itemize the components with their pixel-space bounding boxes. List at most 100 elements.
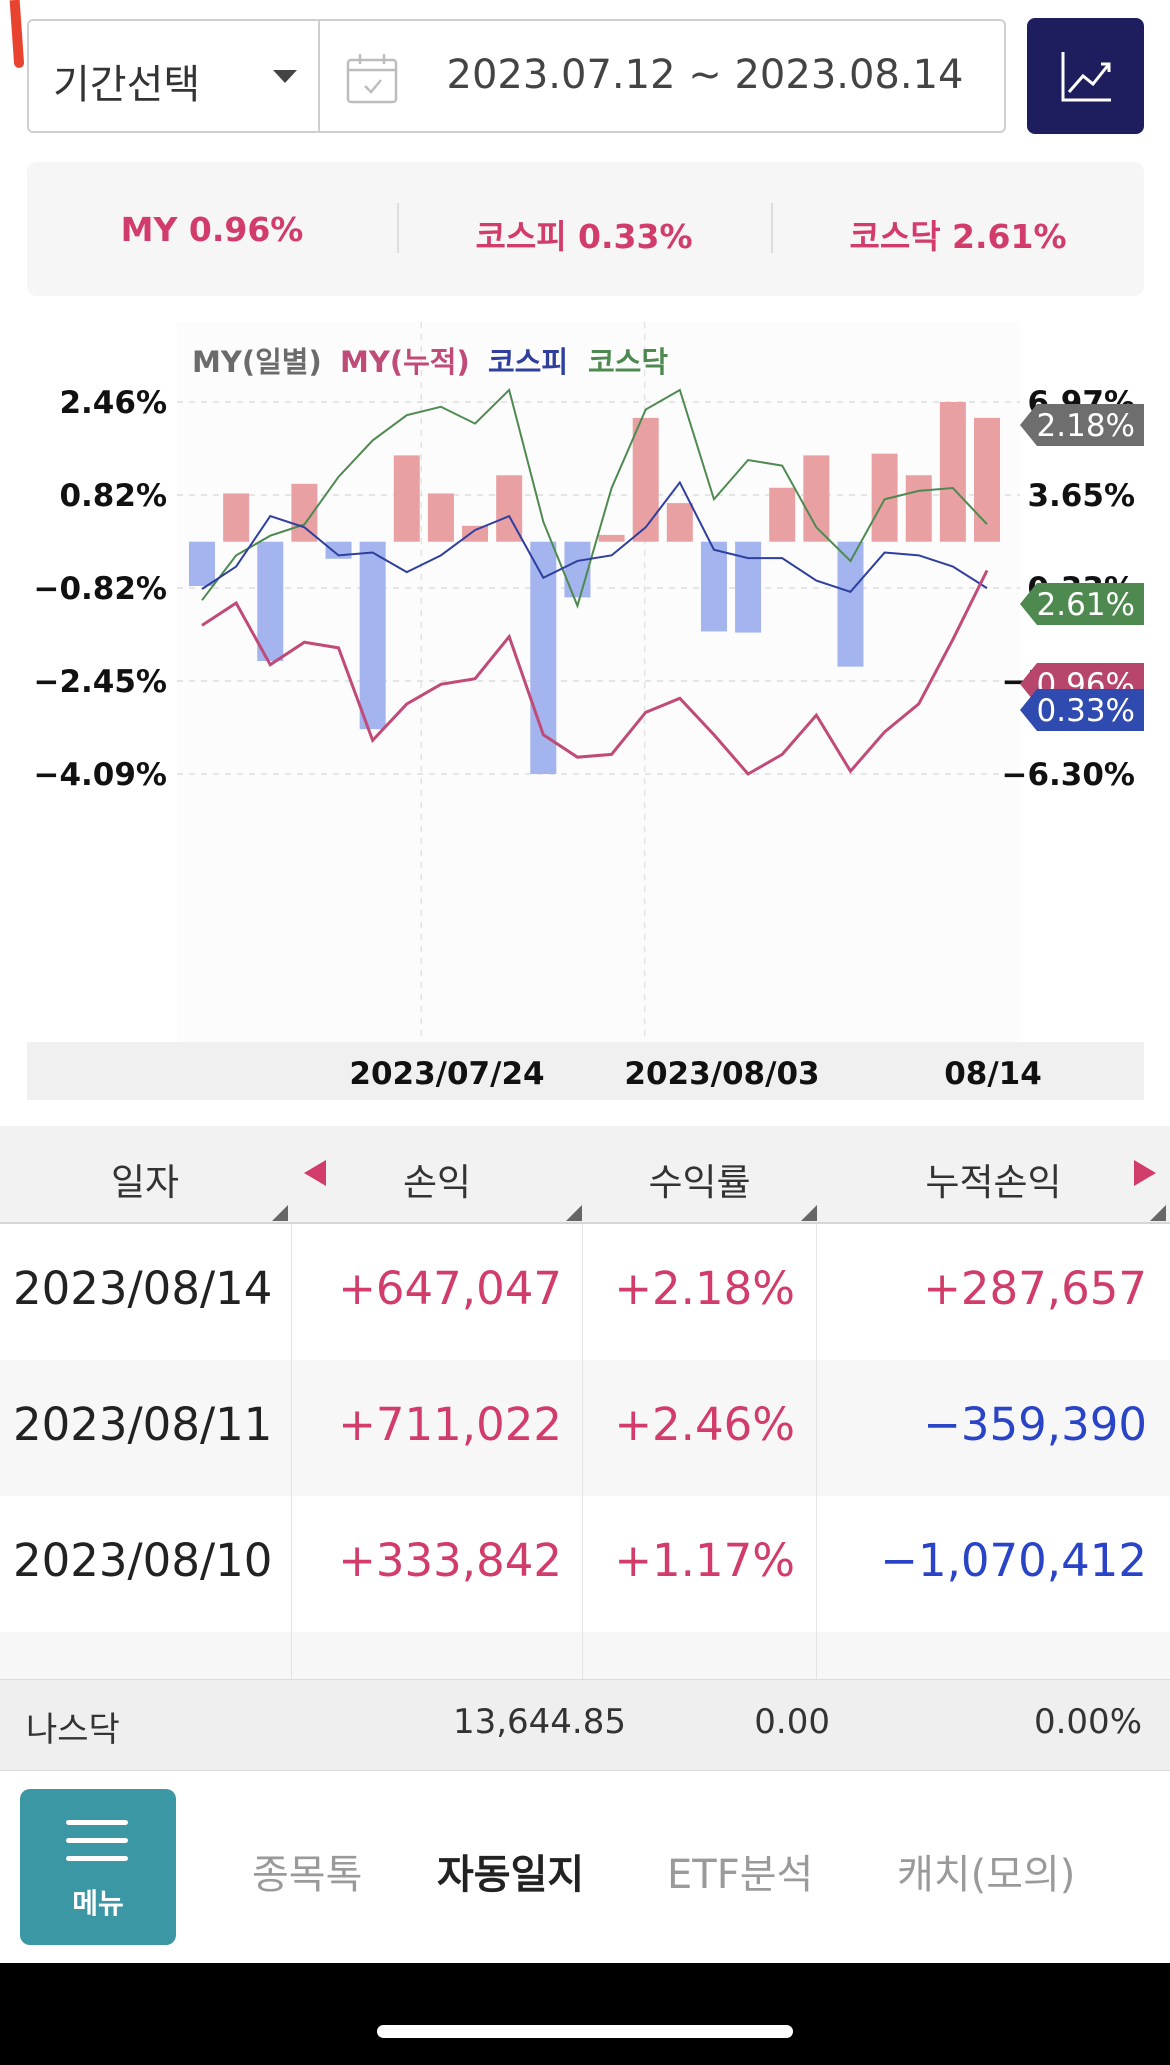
row-cumulative: −359,390 bbox=[923, 1398, 1147, 1451]
bar-positive bbox=[905, 475, 932, 542]
y-axis-right-tick: −6.30% bbox=[1001, 757, 1135, 793]
system-home-bar bbox=[0, 1963, 1170, 2065]
row-pnl: +333,842 bbox=[338, 1534, 562, 1587]
y-axis-left-tick: −2.45% bbox=[33, 664, 167, 700]
table-header bbox=[0, 1126, 1170, 1224]
chevron-down-icon bbox=[273, 70, 297, 83]
chevron-right-icon[interactable] bbox=[1132, 1160, 1158, 1186]
column-header-rate[interactable]: 수익률 bbox=[648, 1161, 751, 1204]
divider bbox=[291, 1224, 292, 1679]
period-select-dropdown[interactable] bbox=[27, 19, 320, 133]
calendar-icon[interactable] bbox=[346, 52, 398, 104]
period-select-label: 기간선택 bbox=[53, 62, 201, 108]
period-filter-box bbox=[27, 19, 1006, 133]
hamburger-icon bbox=[66, 1856, 128, 1861]
ticker-change: 0.00 bbox=[754, 1702, 830, 1742]
y-axis-left-tick: −0.82% bbox=[33, 571, 167, 607]
row-pnl: +711,022 bbox=[338, 1398, 562, 1451]
bar-negative bbox=[700, 541, 727, 632]
return-chart[interactable]: MY(일별) MY(누적) 코스피 코스닥 2.46% 0.82% −0.82% −2.45… bbox=[27, 322, 1144, 1100]
edge-marker bbox=[9, 0, 25, 69]
row-rate: +1.17% bbox=[614, 1534, 795, 1587]
x-axis-tick: 08/14 bbox=[944, 1056, 1042, 1092]
y-axis-left-tick: 0.82% bbox=[59, 478, 167, 514]
bar-positive bbox=[974, 417, 1000, 542]
end-value-label: 2.61% bbox=[1037, 587, 1135, 623]
bar-negative bbox=[257, 541, 284, 661]
nav-tab-etf-analysis[interactable]: ETF분석 bbox=[667, 1852, 814, 1898]
row-pnl: +647,047 bbox=[338, 1262, 562, 1315]
bar-negative bbox=[359, 541, 386, 730]
row-date: 2023/08/10 bbox=[13, 1534, 273, 1587]
end-value-tag bbox=[1020, 583, 1144, 625]
home-indicator[interactable] bbox=[377, 2025, 793, 2038]
summary-kospi: 코스피 0.33% bbox=[475, 217, 693, 256]
ticker-price: 13,644.85 bbox=[452, 1702, 626, 1742]
table-row[interactable] bbox=[0, 1360, 1170, 1497]
index-ticker-bar[interactable] bbox=[0, 1679, 1170, 1771]
hamburger-icon bbox=[66, 1838, 128, 1843]
row-rate: +2.18% bbox=[614, 1262, 795, 1315]
x-axis-tick: 2023/07/24 bbox=[349, 1056, 544, 1092]
line-my-cumulative bbox=[201, 569, 989, 776]
legend-item: MY(일별) bbox=[192, 345, 322, 379]
line-kosdaq bbox=[201, 388, 988, 609]
y-axis-left-tick: −4.09% bbox=[33, 757, 167, 793]
bar-positive bbox=[769, 487, 796, 542]
legend-item: 코스닥 bbox=[588, 345, 668, 379]
bar-positive bbox=[803, 455, 830, 542]
end-value-tag bbox=[1020, 404, 1144, 446]
nav-tab-catch-mock[interactable]: 캐치(모의) bbox=[897, 1852, 1076, 1898]
return-summary-panel bbox=[27, 162, 1144, 296]
table-row[interactable] bbox=[0, 1224, 1170, 1361]
end-value-label: 0.33% bbox=[1037, 693, 1135, 729]
bar-positive bbox=[427, 493, 454, 542]
x-axis-tick: 2023/08/03 bbox=[624, 1056, 819, 1092]
divider bbox=[771, 203, 773, 253]
bar-positive bbox=[223, 493, 250, 542]
menu-label: 메뉴 bbox=[72, 1887, 124, 1920]
column-header-cumulative[interactable]: 누적손익 bbox=[925, 1161, 1062, 1204]
row-date: 2023/08/14 bbox=[13, 1262, 273, 1315]
bar-positive bbox=[632, 417, 659, 542]
date-range-field[interactable]: 2023.07.12 ~ 2023.08.14 bbox=[446, 52, 964, 98]
nav-tab-auto-journal[interactable]: 자동일지 bbox=[437, 1852, 585, 1898]
ticker-name: 나스닥 bbox=[26, 1710, 120, 1750]
summary-kosdaq: 코스닥 2.61% bbox=[849, 217, 1067, 256]
bar-positive bbox=[666, 503, 693, 542]
bar-negative bbox=[564, 541, 591, 598]
sort-corner-icon bbox=[566, 1205, 582, 1221]
sort-corner-icon bbox=[801, 1205, 817, 1221]
end-value-label: 2.18% bbox=[1037, 408, 1135, 444]
bar-negative bbox=[189, 541, 215, 587]
legend-item: MY(누적) bbox=[340, 345, 470, 379]
row-cumulative: +287,657 bbox=[923, 1262, 1147, 1315]
table-row[interactable] bbox=[0, 1496, 1170, 1633]
row-date: 2023/08/11 bbox=[13, 1398, 273, 1451]
legend-item: 코스피 bbox=[488, 345, 568, 379]
row-rate: +2.46% bbox=[614, 1398, 795, 1451]
summary-my: MY 0.96% bbox=[120, 210, 304, 249]
line-kospi bbox=[201, 480, 988, 593]
bar-positive bbox=[939, 402, 966, 542]
chart-view-button[interactable] bbox=[1027, 18, 1144, 134]
divider bbox=[816, 1224, 817, 1679]
line-chart-icon bbox=[1061, 52, 1111, 102]
column-header-date[interactable]: 일자 bbox=[110, 1161, 180, 1204]
sort-corner-icon bbox=[272, 1205, 288, 1221]
divider bbox=[397, 203, 399, 253]
row-cumulative: −1,070,412 bbox=[880, 1534, 1147, 1587]
bar-positive bbox=[598, 534, 625, 542]
hamburger-icon bbox=[66, 1820, 128, 1825]
chevron-left-icon[interactable] bbox=[302, 1160, 328, 1186]
y-axis-left-tick: 2.46% bbox=[59, 385, 167, 421]
y-axis-right-tick: 3.65% bbox=[1027, 478, 1135, 514]
menu-button[interactable] bbox=[20, 1789, 176, 1945]
nav-tab-stock-talk[interactable]: 종목톡 bbox=[252, 1852, 363, 1898]
bar-positive bbox=[393, 455, 420, 542]
bar-negative bbox=[837, 541, 864, 667]
column-header-pnl[interactable]: 손익 bbox=[402, 1161, 472, 1204]
ticker-rate: 0.00% bbox=[1033, 1702, 1142, 1742]
end-value-tag bbox=[1020, 689, 1144, 731]
sort-corner-icon bbox=[1150, 1205, 1166, 1221]
